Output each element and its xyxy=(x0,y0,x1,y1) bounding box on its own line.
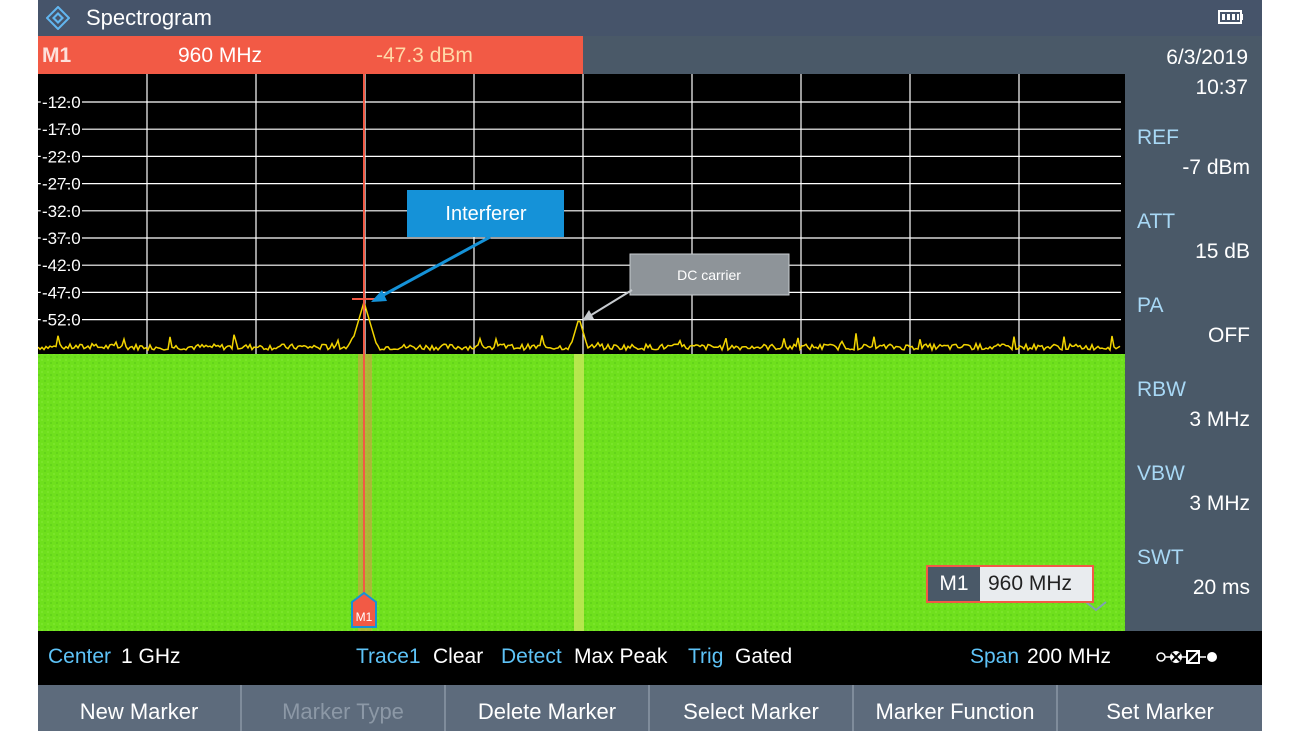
y-axis-ticks: -12.0 -17.0 -22.0 -27.0 -32.0 -37.0 -42.0 -47.0… xyxy=(40,91,83,332)
span-value[interactable]: 200 MHz xyxy=(1027,645,1112,668)
center-value[interactable]: 1 GHz xyxy=(121,645,181,668)
marker-badge[interactable]: M1 xyxy=(351,591,377,628)
marker-badge-label: M1 xyxy=(356,610,373,624)
span-label[interactable]: Span xyxy=(970,645,1020,668)
date-display: 6/3/2019 xyxy=(1166,46,1248,69)
y-tick-label: -22.0 xyxy=(42,147,81,166)
spectrum-analyzer-screen: Spectrogram M1 960 MHz -47.3 dBm xyxy=(38,0,1262,731)
marker-readout-name: M1 xyxy=(42,44,72,67)
y-tick-label: -52.0 xyxy=(42,311,81,330)
new-marker-button[interactable]: New Marker xyxy=(38,685,242,731)
y-tick-label: -12.0 xyxy=(42,93,81,112)
y-tick-label: -37.0 xyxy=(42,229,81,248)
ref-label[interactable]: REF xyxy=(1137,126,1179,149)
vbw-label[interactable]: VBW xyxy=(1137,462,1185,485)
pa-label[interactable]: PA xyxy=(1137,294,1164,317)
vbw-value[interactable]: 3 MHz xyxy=(1189,492,1250,515)
y-tick-label: -47.0 xyxy=(42,283,81,302)
battery-icon xyxy=(1218,10,1243,24)
set-marker-button[interactable]: Set Marker xyxy=(1106,699,1214,724)
interferer-callout-label: Interferer xyxy=(445,203,526,225)
swt-value[interactable]: 20 ms xyxy=(1192,576,1250,599)
graticule xyxy=(38,74,1121,354)
att-label[interactable]: ATT xyxy=(1137,210,1176,233)
delete-marker-button[interactable]: Delete Marker xyxy=(446,685,650,731)
marker-bar-empty-area xyxy=(583,36,1125,74)
swt-label[interactable]: SWT xyxy=(1137,546,1184,569)
trace-label[interactable]: Trace1 xyxy=(356,645,421,668)
interferer-callout: Interferer xyxy=(371,190,564,302)
pa-value[interactable]: OFF xyxy=(1208,324,1250,347)
detect-value[interactable]: Max Peak xyxy=(574,645,668,668)
dc-carrier-waterfall-line xyxy=(574,354,584,631)
marker-frequency-box[interactable]: M1 960 MHz xyxy=(926,565,1094,603)
y-tick-label: -42.0 xyxy=(42,256,81,275)
status-bar: Center 1 GHz Trace1 Clear Detect Max Pea… xyxy=(38,631,1262,685)
marker-readout-bar[interactable]: M1 960 MHz -47.3 dBm xyxy=(38,36,583,74)
chevron-down-icon[interactable] xyxy=(1085,601,1107,612)
marker-readout-level: -47.3 dBm xyxy=(376,44,473,67)
select-marker-button[interactable]: Select Marker xyxy=(650,685,854,731)
side-parameter-panel: 6/3/2019 10:37 REF -7 dBm ATT 15 dB PA O… xyxy=(1125,36,1262,631)
time-display: 10:37 xyxy=(1195,76,1248,99)
connection-status-icon xyxy=(1156,650,1217,664)
softkey-bar: New Marker Marker Type Delete Marker Sel… xyxy=(38,685,1262,731)
title-bar: Spectrogram xyxy=(38,0,1262,36)
rbw-label[interactable]: RBW xyxy=(1137,378,1186,401)
app-title: Spectrogram xyxy=(86,5,212,30)
dc-carrier-callout: DC carrier xyxy=(582,253,790,321)
marker-box-value: 960 MHz xyxy=(988,572,1073,595)
spectrogram-display[interactable]: -12.0 -17.0 -22.0 -27.0 -32.0 -37.0 -42.0 -47.0… xyxy=(38,74,1125,631)
center-label[interactable]: Center xyxy=(48,645,112,668)
trig-label[interactable]: Trig xyxy=(688,645,724,668)
y-tick-label: -17.0 xyxy=(42,120,81,139)
y-tick-label: -32.0 xyxy=(42,202,81,221)
marker-box-label: M1 xyxy=(928,567,980,601)
marker-type-button[interactable]: Marker Type xyxy=(242,685,446,731)
y-tick-label: -27.0 xyxy=(42,175,81,194)
detect-label[interactable]: Detect xyxy=(501,645,562,668)
dc-carrier-callout-label: DC carrier xyxy=(677,267,741,283)
spectrum-trace-plot[interactable]: -12.0 -17.0 -22.0 -27.0 -32.0 -37.0 -42.0 -47.0… xyxy=(38,74,1125,631)
trace-value[interactable]: Clear xyxy=(433,645,484,668)
ref-value[interactable]: -7 dBm xyxy=(1182,156,1250,179)
rbw-value[interactable]: 3 MHz xyxy=(1189,408,1250,431)
marker-readout-frequency: 960 MHz xyxy=(178,44,263,67)
trig-value[interactable]: Gated xyxy=(735,645,793,668)
rohde-schwarz-logo-icon xyxy=(46,6,70,30)
spectrum-trace xyxy=(38,299,1121,353)
marker-function-button[interactable]: Marker Function xyxy=(854,685,1058,731)
att-value[interactable]: 15 dB xyxy=(1195,240,1250,263)
